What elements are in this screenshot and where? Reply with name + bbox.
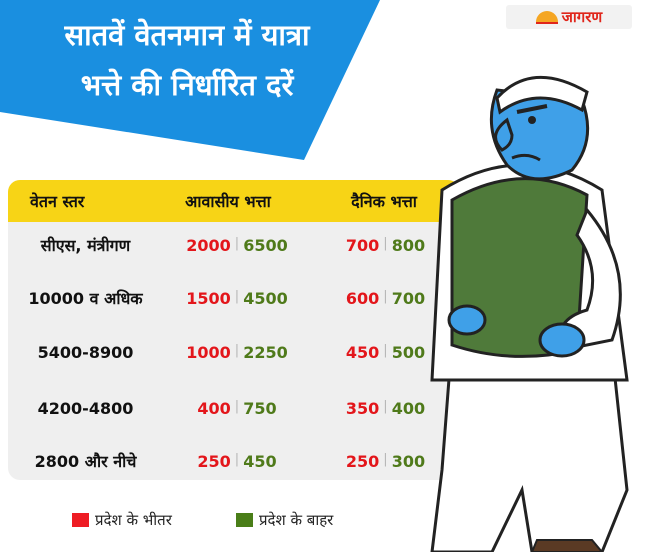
title-line-2: भत्ते की निर्धारित दरें xyxy=(80,68,294,102)
outside-value: 6500 xyxy=(243,235,288,255)
divider: | xyxy=(383,451,388,467)
pay-level: सीएस, मंत्रीगण xyxy=(40,236,131,255)
divider: | xyxy=(234,343,240,358)
divider: | xyxy=(383,288,388,304)
inside-value: 450 xyxy=(345,343,380,362)
inside-value: 250 xyxy=(197,451,231,471)
residential-allowance: 2000 | 6500 xyxy=(163,236,311,255)
outside-value: 750 xyxy=(243,399,277,418)
red-swatch-icon xyxy=(72,513,89,527)
outside-value: 400 xyxy=(391,399,426,418)
eye-shape xyxy=(528,116,536,124)
inside-value: 1000 xyxy=(186,343,231,362)
table-row: 5400-8900 1000 | 2250 450 | 500 xyxy=(8,343,460,362)
residential-allowance: 250 | 450 xyxy=(163,452,311,471)
cap-shape xyxy=(495,75,589,115)
shoe-shape xyxy=(530,539,604,552)
logo-text: जागरण xyxy=(561,8,603,26)
daily-allowance: 450 | 500 xyxy=(311,343,460,362)
inside-value: 700 xyxy=(345,235,380,255)
divider: | xyxy=(383,399,388,414)
outside-value: 300 xyxy=(391,451,426,471)
outside-value: 2250 xyxy=(243,343,288,362)
legend-outside-label: प्रदेश के बाहर xyxy=(259,511,334,529)
residential-allowance: 1000 | 2250 xyxy=(163,343,311,362)
divider: | xyxy=(234,288,240,304)
divider: | xyxy=(234,451,240,467)
header-residential: आवासीय भत्ता xyxy=(185,192,271,211)
inside-value: 1500 xyxy=(186,288,231,308)
inside-value: 400 xyxy=(197,399,231,418)
divider: | xyxy=(383,235,388,251)
header-daily: दैनिक भत्ता xyxy=(351,192,417,211)
legend-inside: प्रदेश के भीतर xyxy=(72,510,172,530)
page-title: सातवें वेतनमान में यात्रा भत्ते की निर्ध… xyxy=(22,10,352,110)
legend-inside-label: प्रदेश के भीतर xyxy=(95,511,172,529)
residential-allowance: 400 | 750 xyxy=(163,399,311,418)
hand-shape xyxy=(538,322,586,358)
pay-level: 4200-4800 xyxy=(37,399,134,418)
table-row: 2800 और नीचे 250 | 450 250 | 300 xyxy=(8,450,460,472)
legend-outside: प्रदेश के बाहर xyxy=(236,510,333,530)
outside-value: 800 xyxy=(391,235,426,255)
daily-allowance: 700 | 800 xyxy=(311,236,460,255)
pay-level: 10000 व अधिक xyxy=(28,289,143,308)
table-row: 4200-4800 400 | 750 350 | 400 xyxy=(8,399,460,418)
pay-level: 2800 और नीचे xyxy=(34,452,137,471)
hand-shape xyxy=(447,304,487,336)
dhoti-shape xyxy=(430,338,629,552)
pay-level: 5400-8900 xyxy=(37,343,134,362)
daily-allowance: 600 | 700 xyxy=(311,289,460,308)
mouth-shape xyxy=(511,153,541,162)
jagran-logo: जागरण xyxy=(506,5,632,29)
daily-allowance: 250 | 300 xyxy=(311,452,460,471)
outside-value: 700 xyxy=(391,288,426,308)
divider: | xyxy=(383,343,388,358)
divider: | xyxy=(234,399,240,414)
inside-value: 2000 xyxy=(186,235,231,255)
rates-table: वेतन स्तर आवासीय भत्ता दैनिक भत्ता सीएस,… xyxy=(8,180,460,480)
politician-cartoon-icon xyxy=(430,75,629,552)
header-pay-level: वेतन स्तर xyxy=(30,192,85,211)
title-line-1: सातवें वेतनमान में यात्रा xyxy=(64,18,310,52)
residential-allowance: 1500 | 4500 xyxy=(163,289,311,308)
table-row: सीएस, मंत्रीगण 2000 | 6500 700 | 800 xyxy=(8,234,460,256)
outside-value: 450 xyxy=(243,451,277,471)
inside-value: 250 xyxy=(345,451,380,471)
eyebrow-shape xyxy=(516,104,548,114)
green-swatch-icon xyxy=(236,513,253,527)
nose-shape xyxy=(494,117,514,152)
daily-allowance: 350 | 400 xyxy=(311,399,460,418)
jacket-shape xyxy=(450,177,589,358)
table-header: वेतन स्तर आवासीय भत्ता दैनिक भत्ता xyxy=(8,180,460,222)
inside-value: 350 xyxy=(345,399,380,418)
outside-value: 4500 xyxy=(243,288,288,308)
sun-logo-icon xyxy=(535,10,558,24)
inside-value: 600 xyxy=(345,288,380,308)
outside-value: 500 xyxy=(391,343,426,362)
table-row: 10000 व अधिक 1500 | 4500 600 | 700 xyxy=(8,287,460,309)
divider: | xyxy=(234,235,240,251)
